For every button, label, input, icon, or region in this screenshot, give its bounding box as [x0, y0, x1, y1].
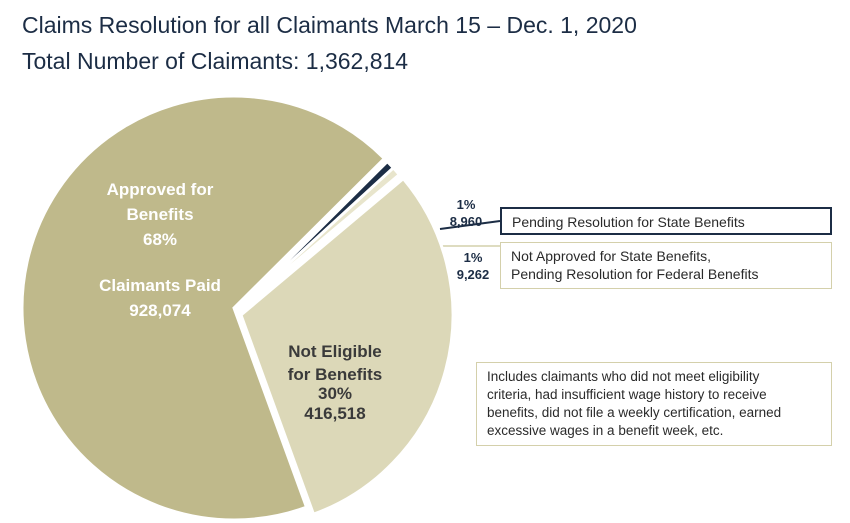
- callout-not-eligible-line-4: excessive wages in a benefit week, etc.: [487, 423, 724, 438]
- callout-not-approved-line-2: Pending Resolution for Federal Benefits: [511, 266, 759, 282]
- not-approved-state-percent: 1%: [464, 250, 483, 265]
- pending-state-percent: 1%: [457, 197, 476, 212]
- callout-not-eligible-line-1: Includes claimants who did not meet elig…: [487, 369, 760, 384]
- callout-not-eligible: Includes claimants who did not meet elig…: [476, 362, 832, 446]
- approved-paid-label-line-1: Claimants Paid: [99, 276, 221, 295]
- pie-slices: [20, 94, 455, 522]
- not-approved-state-value: 9,262: [457, 267, 490, 282]
- callout-not-approved-state: Not Approved for State Benefits, Pending…: [500, 242, 832, 289]
- chart-title: Claims Resolution for all Claimants Marc…: [22, 12, 637, 38]
- pending-state-value: 8,960: [450, 214, 483, 229]
- approved-label-line-1: Approved for: [107, 180, 214, 199]
- not-eligible-label-line-1: Not Eligible: [288, 342, 382, 361]
- approved-paid-label-line-2: 928,074: [129, 301, 191, 320]
- approved-label-line-2: Benefits: [126, 205, 193, 224]
- not-eligible-label-line-4: 416,518: [304, 404, 365, 423]
- callout-not-approved-line-1: Not Approved for State Benefits,: [511, 248, 712, 264]
- pie-labels: Approved for Benefits 68% Claimants Paid 928…: [99, 180, 489, 423]
- approved-label-line-3: 68%: [143, 230, 177, 249]
- callout-pending-state-line: Pending Resolution for State Benefits: [512, 214, 745, 230]
- pie-slice-approved: [20, 94, 387, 522]
- pie-slice-not-approved-state: [235, 165, 402, 313]
- not-eligible-label-line-2: for Benefits: [288, 365, 382, 384]
- not-eligible-label-line-3: 30%: [318, 384, 352, 403]
- callout-pending-state: Pending Resolution for State Benefits: [500, 207, 832, 235]
- pie-slice-not-eligible: [239, 176, 455, 517]
- callout-not-eligible-line-2: criteria, had insufficient wage history …: [487, 387, 767, 402]
- chart-subtitle: Total Number of Claimants: 1,362,814: [22, 48, 409, 74]
- leader-line-pending-state: [439, 220, 501, 230]
- callout-not-eligible-line-3: benefits, did not file a weekly certific…: [487, 405, 782, 420]
